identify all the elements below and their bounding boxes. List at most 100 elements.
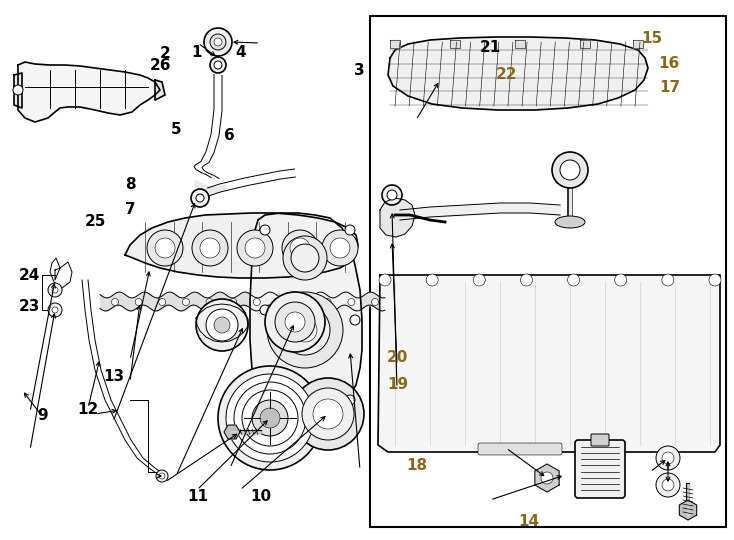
FancyBboxPatch shape bbox=[575, 440, 625, 498]
Text: 6: 6 bbox=[225, 127, 235, 143]
Bar bbox=[370, 16, 726, 526]
Ellipse shape bbox=[555, 216, 585, 228]
Text: 2: 2 bbox=[160, 46, 170, 62]
Circle shape bbox=[267, 292, 343, 368]
Polygon shape bbox=[18, 62, 160, 122]
Circle shape bbox=[210, 34, 226, 50]
Polygon shape bbox=[14, 73, 22, 108]
Circle shape bbox=[196, 299, 248, 351]
Circle shape bbox=[313, 399, 343, 429]
Text: 15: 15 bbox=[642, 31, 662, 46]
Circle shape bbox=[191, 189, 209, 207]
Circle shape bbox=[242, 390, 298, 446]
Circle shape bbox=[614, 274, 627, 286]
Text: 17: 17 bbox=[659, 80, 680, 95]
Circle shape bbox=[301, 299, 308, 306]
Circle shape bbox=[282, 230, 318, 266]
Circle shape bbox=[560, 160, 580, 180]
Text: 9: 9 bbox=[37, 408, 48, 423]
Circle shape bbox=[290, 238, 310, 258]
Circle shape bbox=[214, 61, 222, 69]
Circle shape bbox=[253, 299, 261, 306]
Circle shape bbox=[252, 400, 288, 436]
Circle shape bbox=[52, 287, 58, 293]
Circle shape bbox=[135, 299, 142, 306]
Circle shape bbox=[656, 473, 680, 497]
Circle shape bbox=[291, 244, 319, 272]
Text: 24: 24 bbox=[18, 268, 40, 283]
Circle shape bbox=[662, 274, 674, 286]
Text: 3: 3 bbox=[355, 63, 365, 78]
Text: 20: 20 bbox=[387, 350, 409, 365]
Circle shape bbox=[371, 299, 379, 306]
Polygon shape bbox=[680, 500, 697, 520]
Circle shape bbox=[275, 302, 315, 342]
Circle shape bbox=[293, 318, 317, 342]
Circle shape bbox=[348, 299, 355, 306]
FancyBboxPatch shape bbox=[478, 443, 562, 455]
Circle shape bbox=[159, 299, 166, 306]
Polygon shape bbox=[388, 37, 648, 110]
FancyBboxPatch shape bbox=[591, 434, 609, 446]
Circle shape bbox=[260, 305, 270, 315]
Circle shape bbox=[567, 274, 580, 286]
Circle shape bbox=[277, 299, 284, 306]
Polygon shape bbox=[380, 198, 415, 237]
Text: 16: 16 bbox=[659, 56, 680, 71]
Text: 19: 19 bbox=[388, 377, 408, 392]
Circle shape bbox=[709, 274, 721, 286]
Circle shape bbox=[206, 299, 213, 306]
Circle shape bbox=[662, 479, 674, 491]
Circle shape bbox=[155, 238, 175, 258]
Bar bbox=[633, 40, 643, 48]
Text: 7: 7 bbox=[126, 202, 136, 217]
Circle shape bbox=[345, 395, 355, 405]
Circle shape bbox=[260, 385, 270, 395]
Circle shape bbox=[552, 152, 588, 188]
Circle shape bbox=[237, 230, 273, 266]
Circle shape bbox=[156, 470, 168, 482]
Circle shape bbox=[260, 225, 270, 235]
Polygon shape bbox=[535, 464, 559, 492]
Bar bbox=[580, 40, 590, 48]
Text: 18: 18 bbox=[407, 458, 427, 473]
Circle shape bbox=[204, 28, 232, 56]
Circle shape bbox=[520, 274, 532, 286]
Text: 4: 4 bbox=[236, 45, 246, 60]
Circle shape bbox=[265, 292, 325, 352]
Circle shape bbox=[285, 312, 305, 332]
Text: 25: 25 bbox=[84, 214, 106, 229]
Circle shape bbox=[473, 274, 485, 286]
Circle shape bbox=[345, 225, 355, 235]
Text: 5: 5 bbox=[171, 122, 181, 137]
Text: 11: 11 bbox=[188, 489, 208, 504]
Text: 12: 12 bbox=[78, 402, 98, 417]
Text: 26: 26 bbox=[149, 58, 171, 73]
Text: 1: 1 bbox=[192, 45, 202, 60]
Circle shape bbox=[426, 274, 438, 286]
Text: 13: 13 bbox=[103, 369, 124, 384]
Circle shape bbox=[230, 299, 236, 306]
Circle shape bbox=[196, 194, 204, 202]
Polygon shape bbox=[125, 213, 358, 278]
Circle shape bbox=[280, 305, 330, 355]
Text: 14: 14 bbox=[518, 514, 539, 529]
Circle shape bbox=[324, 299, 331, 306]
Circle shape bbox=[234, 382, 306, 454]
Polygon shape bbox=[250, 213, 362, 422]
Circle shape bbox=[292, 378, 364, 450]
Circle shape bbox=[541, 472, 553, 484]
Circle shape bbox=[656, 446, 680, 470]
Polygon shape bbox=[155, 80, 165, 100]
Circle shape bbox=[48, 283, 62, 297]
Circle shape bbox=[218, 366, 322, 470]
Circle shape bbox=[322, 230, 358, 266]
Circle shape bbox=[210, 57, 226, 73]
Circle shape bbox=[159, 473, 165, 479]
Circle shape bbox=[192, 230, 228, 266]
Circle shape bbox=[52, 307, 58, 313]
Circle shape bbox=[214, 317, 230, 333]
Bar bbox=[450, 40, 460, 48]
Circle shape bbox=[387, 190, 397, 200]
Circle shape bbox=[662, 452, 674, 464]
